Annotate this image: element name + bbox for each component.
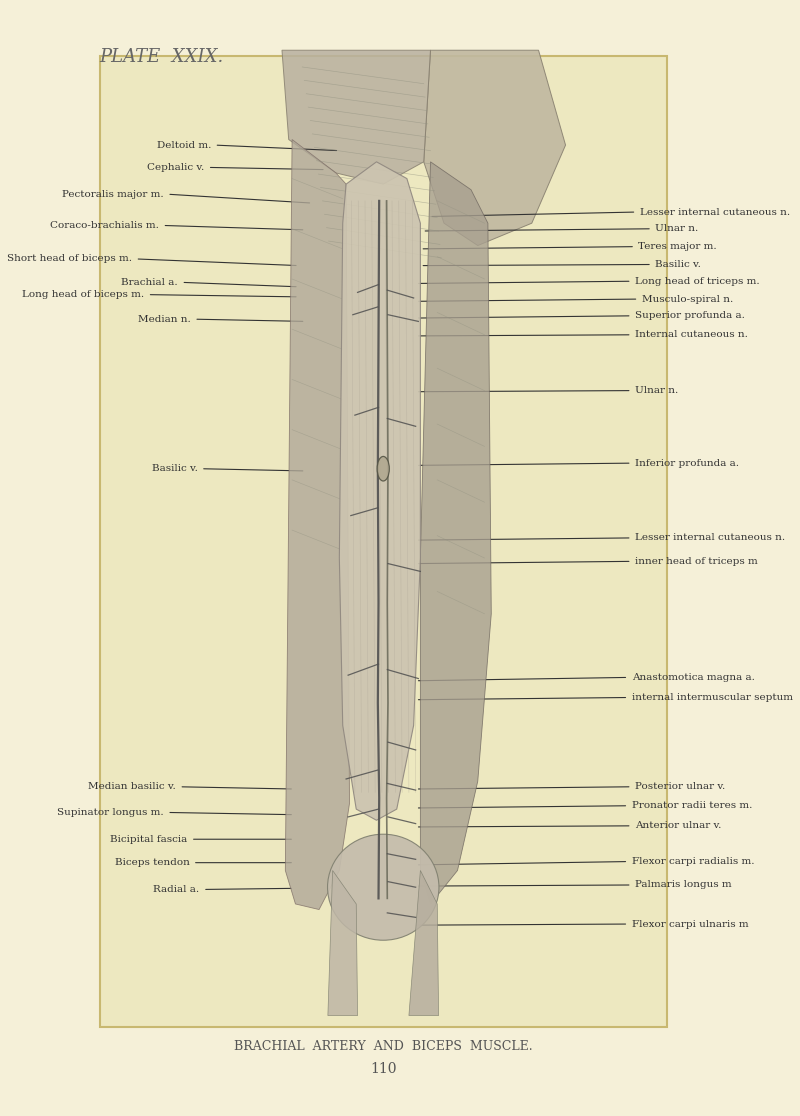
Text: Lesser internal cutaneous n.: Lesser internal cutaneous n. bbox=[635, 533, 786, 542]
Text: Deltoid m.: Deltoid m. bbox=[157, 141, 211, 150]
Text: Palmaris longus m: Palmaris longus m bbox=[635, 881, 732, 889]
Polygon shape bbox=[424, 50, 566, 246]
FancyBboxPatch shape bbox=[100, 56, 667, 1027]
Text: Ulnar n.: Ulnar n. bbox=[635, 386, 678, 395]
Text: Basilic v.: Basilic v. bbox=[152, 464, 198, 473]
Text: Bicipital fascia: Bicipital fascia bbox=[110, 835, 187, 844]
Text: Pronator radii teres m.: Pronator radii teres m. bbox=[632, 801, 752, 810]
Text: Coraco-brachialis m.: Coraco-brachialis m. bbox=[50, 221, 159, 230]
Text: Musculo-spiral n.: Musculo-spiral n. bbox=[642, 295, 733, 304]
Ellipse shape bbox=[377, 456, 390, 481]
Polygon shape bbox=[420, 162, 491, 904]
Text: Superior profunda a.: Superior profunda a. bbox=[635, 311, 745, 320]
Text: 110: 110 bbox=[370, 1062, 397, 1076]
Text: PLATE  XXIX.: PLATE XXIX. bbox=[100, 48, 224, 66]
Polygon shape bbox=[282, 50, 430, 184]
Text: Brachial a.: Brachial a. bbox=[122, 278, 178, 287]
Ellipse shape bbox=[327, 835, 439, 940]
Text: Flexor carpi ulnaris m: Flexor carpi ulnaris m bbox=[632, 920, 748, 929]
Text: Anterior ulnar v.: Anterior ulnar v. bbox=[635, 821, 722, 830]
Text: Lesser internal cutaneous n.: Lesser internal cutaneous n. bbox=[640, 208, 790, 217]
Text: Long head of triceps m.: Long head of triceps m. bbox=[635, 277, 760, 286]
Text: internal intermuscular septum: internal intermuscular septum bbox=[632, 693, 793, 702]
Polygon shape bbox=[286, 140, 350, 910]
Polygon shape bbox=[328, 870, 358, 1016]
Text: Inferior profunda a.: Inferior profunda a. bbox=[635, 459, 739, 468]
Text: Cephalic v.: Cephalic v. bbox=[147, 163, 204, 172]
Text: Long head of biceps m.: Long head of biceps m. bbox=[22, 290, 144, 299]
Text: Teres major m.: Teres major m. bbox=[638, 242, 717, 251]
Text: Radial a.: Radial a. bbox=[154, 885, 199, 894]
Text: Biceps tendon: Biceps tendon bbox=[114, 858, 190, 867]
Text: Basilic v.: Basilic v. bbox=[655, 260, 702, 269]
Text: Median n.: Median n. bbox=[138, 315, 191, 324]
Text: Short head of biceps m.: Short head of biceps m. bbox=[7, 254, 132, 263]
Text: inner head of triceps m: inner head of triceps m bbox=[635, 557, 758, 566]
Polygon shape bbox=[409, 870, 438, 1016]
Text: Flexor carpi radialis m.: Flexor carpi radialis m. bbox=[632, 857, 754, 866]
Polygon shape bbox=[339, 162, 420, 820]
Text: BRACHIAL  ARTERY  AND  BICEPS  MUSCLE.: BRACHIAL ARTERY AND BICEPS MUSCLE. bbox=[234, 1040, 533, 1054]
Text: Ulnar n.: Ulnar n. bbox=[655, 224, 698, 233]
Text: Median basilic v.: Median basilic v. bbox=[88, 782, 176, 791]
Text: Pectoralis major m.: Pectoralis major m. bbox=[62, 190, 164, 199]
Text: Internal cutaneous n.: Internal cutaneous n. bbox=[635, 330, 748, 339]
Text: Anastomotica magna a.: Anastomotica magna a. bbox=[632, 673, 754, 682]
Text: Posterior ulnar v.: Posterior ulnar v. bbox=[635, 782, 726, 791]
Text: Supinator longus m.: Supinator longus m. bbox=[57, 808, 164, 817]
